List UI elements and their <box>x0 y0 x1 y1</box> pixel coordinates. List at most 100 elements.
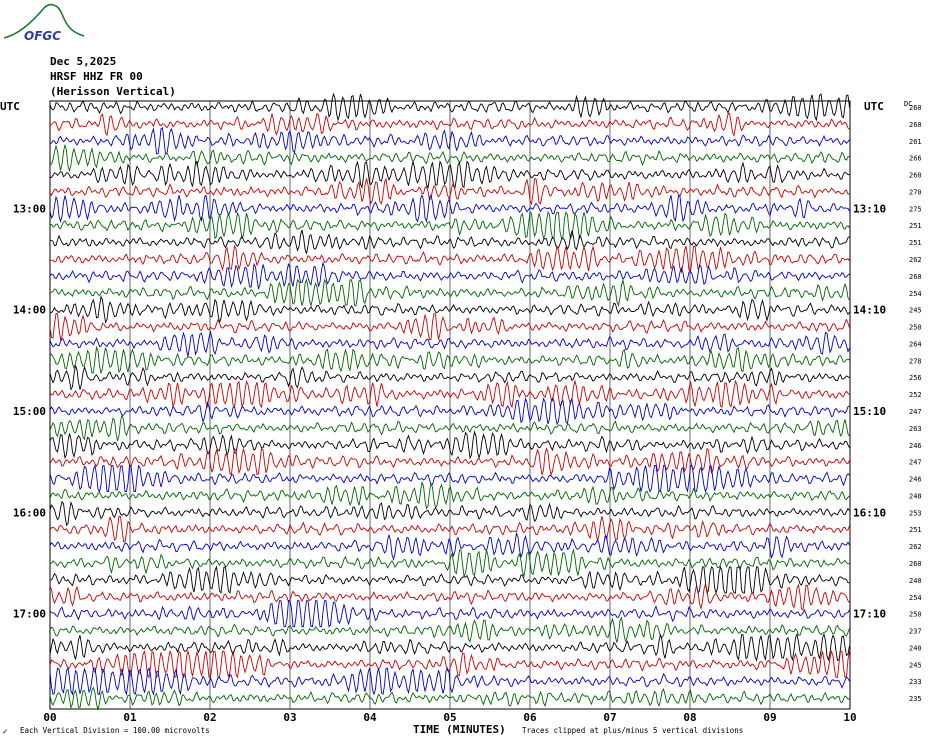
mountain-logo-icon <box>3 3 85 39</box>
trace-row-32 <box>49 632 850 662</box>
station-location: (Herisson Vertical) <box>50 85 176 98</box>
dc-offset-label: 245 <box>909 661 922 669</box>
logo-text: OFGC <box>24 29 61 43</box>
dc-offset-label: 254 <box>909 290 922 298</box>
dc-offset-label: 254 <box>909 594 922 602</box>
x-tick-label: 02 <box>203 711 216 724</box>
trace-row-0 <box>49 92 850 122</box>
trace-row-4 <box>50 160 850 190</box>
dc-offset-label: 247 <box>909 408 922 416</box>
trace-row-29 <box>49 583 850 611</box>
dc-offset-label: 247 <box>909 459 922 467</box>
dc-offset-label: 260 <box>909 273 922 281</box>
left-time-labels: 13:00 14:00 15:00 16:00 17:00 <box>13 202 46 620</box>
trace-row-19 <box>49 413 850 442</box>
dc-offset-label: 246 <box>909 442 922 450</box>
dc-offset-label: 237 <box>909 628 922 636</box>
trace-row-21 <box>49 447 850 477</box>
trace-row-17 <box>49 379 850 409</box>
dc-offset-label: 240 <box>909 577 922 585</box>
right-time-label: 13:10 <box>853 202 886 215</box>
dc-offset-label: 260 <box>909 172 922 180</box>
trace-row-12 <box>49 295 850 324</box>
trace-row-1 <box>49 112 850 137</box>
dc-offset-label: 240 <box>909 644 922 652</box>
dc-offset-label: 262 <box>909 543 922 551</box>
trace-row-14 <box>49 330 850 357</box>
right-time-label: 16:10 <box>853 506 886 519</box>
dc-offset-label: 253 <box>909 509 922 517</box>
dc-offset-label: 270 <box>909 188 922 196</box>
left-time-label: 13:00 <box>13 202 46 215</box>
left-time-label: 17:00 <box>13 608 46 621</box>
trace-row-7 <box>50 210 850 240</box>
dc-offset-label: 275 <box>909 205 922 213</box>
trace-row-27 <box>49 548 850 578</box>
trace-row-34 <box>49 666 850 696</box>
dc-offset-label: 260 <box>909 560 922 568</box>
trace-row-6 <box>49 194 850 223</box>
dc-offset-label: 266 <box>909 155 922 163</box>
x-tick-labels: 00 01 02 03 04 05 06 07 08 09 10 <box>43 711 856 724</box>
trace-row-24 <box>49 500 850 527</box>
left-time-label: 16:00 <box>13 506 46 519</box>
dc-offset-label: 278 <box>909 357 922 365</box>
trace-row-31 <box>49 616 850 644</box>
right-time-label: 15:10 <box>853 405 886 418</box>
left-axis-title: UTC <box>0 100 20 113</box>
trace-row-23 <box>49 480 850 510</box>
x-tick-label: 08 <box>683 711 696 724</box>
scale-note: Each Vertical Division = 100.00 microvol… <box>20 726 210 735</box>
trace-row-10 <box>49 261 850 290</box>
dc-offset-label: 261 <box>909 138 922 146</box>
trace-row-9 <box>49 244 850 274</box>
trace-row-30 <box>49 600 850 628</box>
x-tick-label: 04 <box>363 711 377 724</box>
dc-offset-label: 262 <box>909 256 922 264</box>
trace-row-22 <box>49 463 850 494</box>
dc-offset-label: 245 <box>909 307 922 315</box>
dc-offset-label: 264 <box>909 340 922 348</box>
logo: OFGC <box>3 3 85 43</box>
dc-offset-label: 260 <box>909 104 922 112</box>
trace-row-20 <box>49 430 850 460</box>
right-time-label: 14:10 <box>853 304 886 317</box>
dc-offset-label: 260 <box>909 121 922 129</box>
trace-layer <box>49 92 850 712</box>
dc-offset-label: 251 <box>909 222 922 230</box>
trace-row-26 <box>49 531 850 561</box>
trace-row-15 <box>49 345 850 374</box>
dc-offset-labels: 260 260 261 266 260 270 275 251 251 262 260 254 245 2… <box>909 104 922 703</box>
trace-row-8 <box>50 229 850 254</box>
clip-note: Traces clipped at plus/minus 5 vertical … <box>522 726 743 735</box>
x-tick-label: 06 <box>523 711 537 724</box>
dc-offset-label: 250 <box>909 324 922 332</box>
left-time-label: 14:00 <box>13 304 46 317</box>
right-time-label: 17:10 <box>853 608 886 621</box>
trace-row-28 <box>49 565 850 595</box>
trace-row-18 <box>49 396 850 426</box>
dc-offset-label: 233 <box>909 678 922 686</box>
x-tick-label: 01 <box>123 711 137 724</box>
dc-offset-label: 252 <box>909 391 922 399</box>
x-tick-label: 07 <box>603 711 616 724</box>
trace-row-3 <box>49 144 850 173</box>
dc-title: DC <box>904 100 912 108</box>
left-time-label: 15:00 <box>13 405 46 418</box>
trace-row-2 <box>49 126 850 155</box>
footer-mark: ✓ <box>2 727 8 736</box>
right-axis-title: UTC <box>864 100 884 113</box>
trace-row-25 <box>49 515 850 543</box>
chart-date: Dec 5,2025 <box>50 55 116 68</box>
trace-row-35 <box>49 686 850 712</box>
dc-offset-label: 251 <box>909 239 922 247</box>
dc-offset-label: 248 <box>909 492 922 500</box>
x-tick-label: 00 <box>43 711 56 724</box>
dc-offset-label: 256 <box>909 374 922 382</box>
dc-offset-label: 263 <box>909 425 922 433</box>
dc-offset-label: 235 <box>909 695 922 703</box>
trace-row-5 <box>49 177 850 206</box>
right-time-labels: 13:10 14:10 15:10 16:10 17:10 <box>853 202 886 620</box>
x-tick-label: 10 <box>843 711 856 724</box>
